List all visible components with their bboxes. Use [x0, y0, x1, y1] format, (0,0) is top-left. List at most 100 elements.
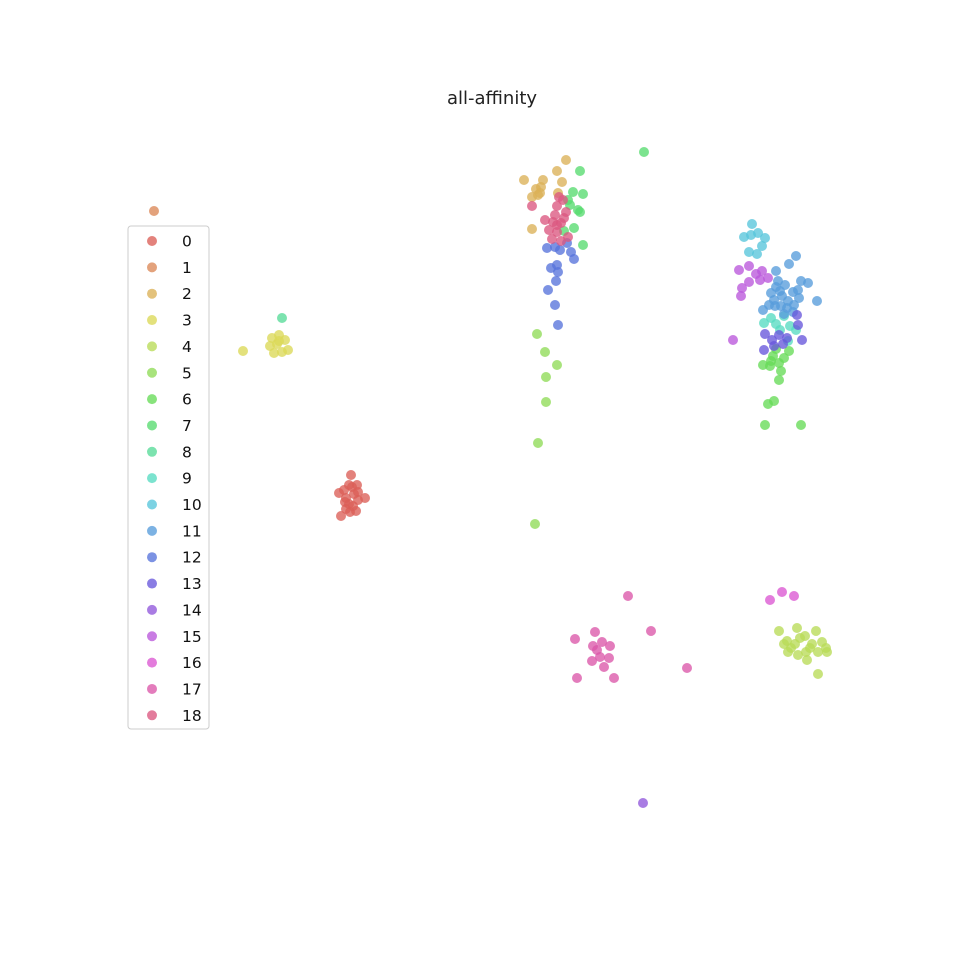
data-point	[783, 647, 793, 657]
data-point	[766, 288, 776, 298]
legend-label-1: 1	[182, 259, 192, 277]
legend-marker-1	[147, 262, 157, 273]
data-point	[623, 591, 633, 601]
legend-marker-7	[147, 420, 157, 431]
data-point	[530, 519, 540, 529]
data-point	[547, 234, 557, 244]
data-point	[334, 488, 344, 498]
data-point	[779, 639, 789, 649]
data-point	[759, 345, 769, 355]
data-point	[737, 283, 747, 293]
data-point	[274, 336, 284, 346]
series-15	[728, 261, 773, 345]
legend-marker-14	[147, 604, 157, 615]
data-point	[587, 656, 597, 666]
legend-marker-9	[147, 473, 157, 484]
data-point	[734, 265, 744, 275]
data-point	[774, 330, 784, 340]
series-14	[638, 798, 648, 808]
data-point	[736, 291, 746, 301]
series-7	[559, 147, 649, 250]
data-point	[569, 223, 579, 233]
data-point	[766, 356, 776, 366]
data-point	[752, 249, 762, 259]
data-point	[774, 626, 784, 636]
data-point	[551, 276, 561, 286]
data-point	[792, 310, 802, 320]
legend-label-4: 4	[182, 338, 192, 356]
legend-label-16: 16	[182, 654, 202, 672]
data-point	[765, 595, 775, 605]
legend-marker-18	[147, 710, 157, 721]
data-point	[802, 655, 812, 665]
data-point	[771, 266, 781, 276]
data-point	[813, 669, 823, 679]
series-10	[739, 219, 770, 259]
data-point	[348, 501, 358, 511]
chart-title: all-affinity	[447, 88, 537, 109]
data-point	[763, 273, 773, 283]
legend-marker-5	[147, 367, 157, 378]
data-point	[552, 360, 562, 370]
data-point	[540, 347, 550, 357]
legend-marker-12	[147, 552, 157, 563]
legend-marker-10	[147, 499, 157, 510]
points-layer	[149, 147, 832, 808]
legend-label-17: 17	[182, 680, 202, 698]
data-point	[744, 277, 754, 287]
data-point	[747, 219, 757, 229]
data-point	[578, 240, 588, 250]
data-point	[728, 335, 738, 345]
data-point	[532, 329, 542, 339]
data-point	[553, 267, 563, 277]
series-16	[765, 587, 799, 605]
data-point	[552, 227, 562, 237]
data-point	[595, 652, 605, 662]
data-point	[277, 347, 287, 357]
data-point	[553, 320, 563, 330]
data-point	[552, 201, 562, 211]
data-point	[542, 243, 552, 253]
data-point	[744, 247, 754, 257]
data-point	[682, 663, 692, 673]
data-point	[794, 293, 804, 303]
data-point	[813, 647, 823, 657]
legend-frame	[127, 225, 210, 730]
data-point	[759, 318, 769, 328]
data-point	[535, 188, 545, 198]
data-point	[149, 206, 159, 216]
series-6	[758, 344, 806, 430]
data-point	[793, 650, 803, 660]
data-point	[769, 396, 779, 406]
legend-label-0: 0	[182, 233, 192, 251]
legend-marker-15	[147, 631, 157, 642]
data-point	[811, 626, 821, 636]
data-point	[360, 493, 370, 503]
data-point	[646, 626, 656, 636]
legend-label-18: 18	[182, 707, 202, 725]
data-point	[779, 353, 789, 363]
data-point	[346, 470, 356, 480]
series-13	[759, 310, 807, 355]
data-point	[796, 276, 806, 286]
legend-label-15: 15	[182, 628, 202, 646]
data-point	[797, 335, 807, 345]
data-point	[778, 339, 788, 349]
series-11	[758, 251, 822, 319]
data-point	[555, 245, 565, 255]
series-17	[570, 591, 692, 683]
legend-marker-3	[147, 315, 157, 326]
data-point	[336, 511, 346, 521]
data-point	[776, 301, 786, 311]
legend-marker-8	[147, 446, 157, 457]
data-point	[569, 254, 579, 264]
data-point	[793, 320, 803, 330]
data-point	[590, 627, 600, 637]
legend-label-2: 2	[182, 285, 192, 303]
data-point	[353, 487, 363, 497]
series-1	[149, 206, 159, 216]
data-point	[760, 329, 770, 339]
data-point	[550, 300, 560, 310]
data-point	[805, 643, 815, 653]
